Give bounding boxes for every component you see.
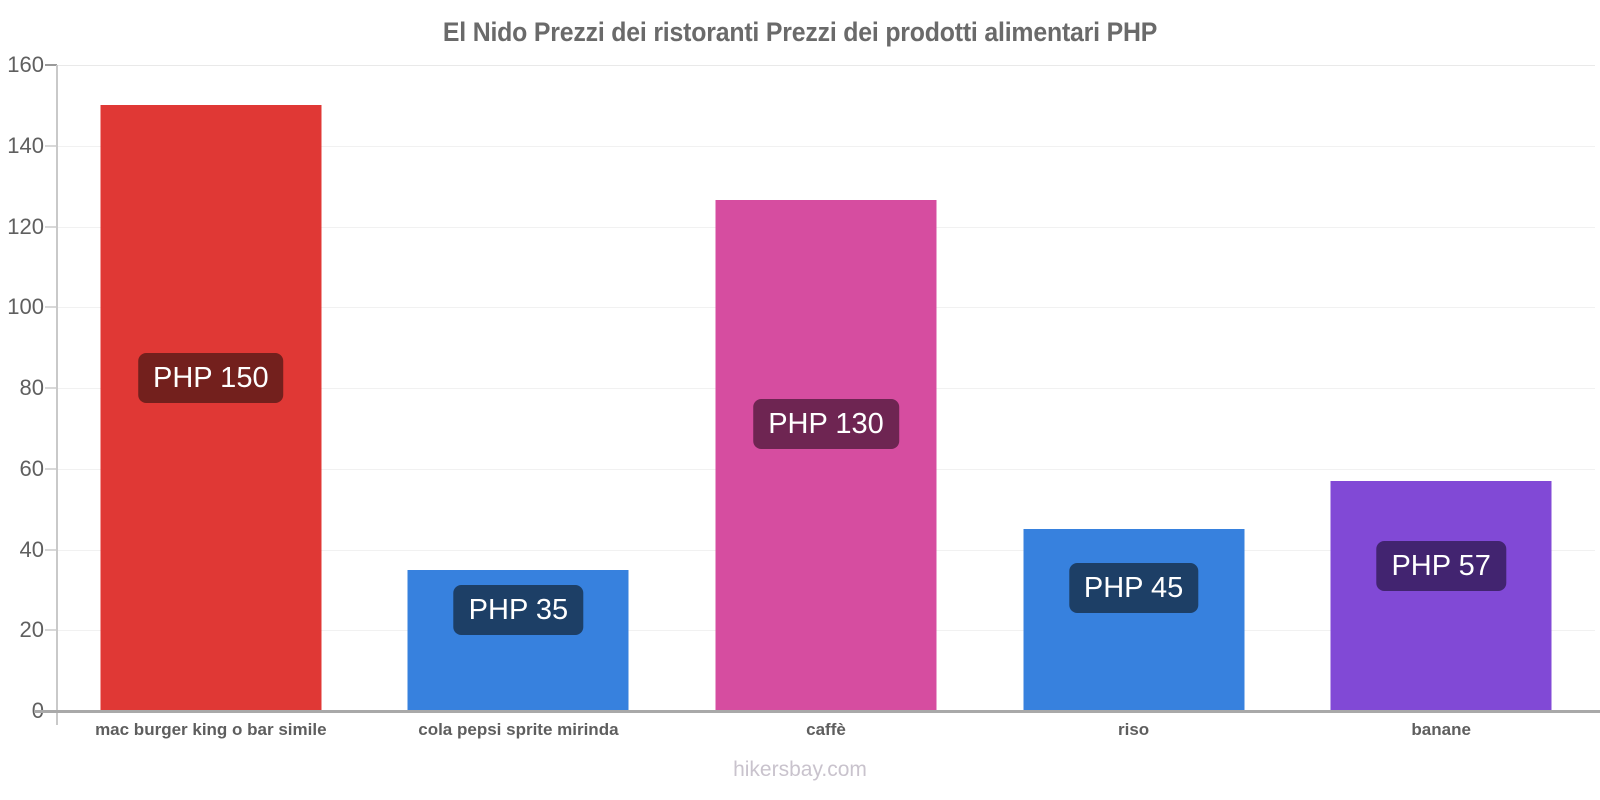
chart-title: El Nido Prezzi dei ristoranti Prezzi dei… <box>442 17 1158 47</box>
gridline <box>57 145 1595 147</box>
x-category-label: caffè <box>806 720 846 739</box>
y-tick-label: 20 <box>19 617 44 643</box>
x-category-label: cola pepsi sprite mirinda <box>418 720 619 739</box>
y-tick-label: 160 <box>7 52 44 77</box>
y-tick-mark <box>45 387 57 389</box>
bar-slot: PHP 130 caffè <box>672 65 980 739</box>
y-tick-label: 120 <box>7 213 44 239</box>
y-tick-mark <box>45 144 57 147</box>
y-tick-label: 140 <box>7 132 44 158</box>
bar-value-badge: PHP 45 <box>1068 562 1199 613</box>
watermark: hikersbay.com <box>733 758 867 781</box>
x-category-label: riso <box>1117 720 1150 739</box>
bar-slot: PHP 57 banane <box>1287 65 1595 739</box>
bar-value-badge: PHP 35 <box>453 585 584 636</box>
bar-value-badge: PHP 150 <box>138 352 284 403</box>
y-tick-label: 100 <box>7 294 44 320</box>
bar <box>1330 480 1552 711</box>
y-tick-label: 40 <box>19 536 44 562</box>
y-tick-mark <box>45 548 57 551</box>
bar-value-badge: PHP 57 <box>1376 540 1506 591</box>
y-tick-label: 60 <box>19 455 44 481</box>
y-tick-mark <box>45 629 57 632</box>
bar-value-badge: PHP 130 <box>753 399 899 450</box>
bar <box>100 105 322 711</box>
y-tick-mark <box>45 225 57 228</box>
bar <box>715 200 937 711</box>
bar <box>1023 529 1245 711</box>
y-tick-label: 80 <box>19 375 44 400</box>
x-axis-line <box>34 710 1600 713</box>
bar-slot: PHP 150 mac burger king o bar simile <box>57 65 365 739</box>
bar-series: PHP 150 mac burger king o bar simile PHP 3… <box>57 65 1595 739</box>
x-category-label: banane <box>1411 720 1471 739</box>
bar-slot: PHP 35 cola pepsi sprite mirinda <box>365 65 673 739</box>
gridline <box>57 65 1595 66</box>
bar-slot: PHP 45 riso <box>980 65 1288 739</box>
y-tick-mark <box>45 467 57 470</box>
x-category-label: mac burger king o bar simile <box>95 720 327 739</box>
y-tick-mark <box>45 306 57 309</box>
y-tick-mark <box>45 64 57 66</box>
y-axis-line <box>56 65 58 725</box>
